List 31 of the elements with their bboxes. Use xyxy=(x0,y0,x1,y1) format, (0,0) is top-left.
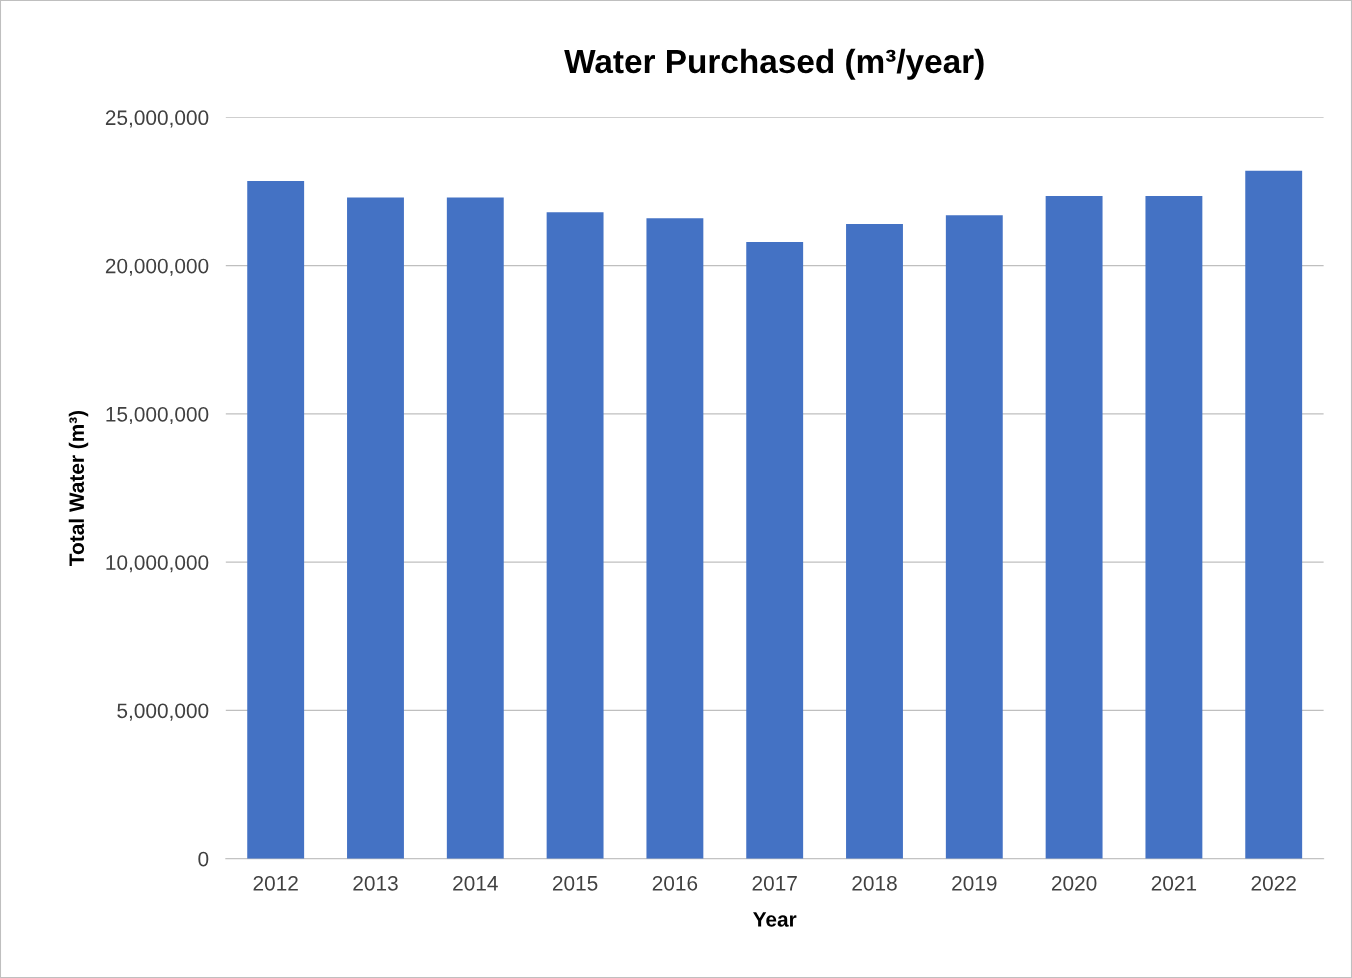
bar xyxy=(347,197,404,859)
x-tick-label: 2015 xyxy=(552,875,598,891)
x-tick-label: 2012 xyxy=(253,875,298,891)
x-tick-label: 2014 xyxy=(453,875,498,891)
x-tick-label: 2021 xyxy=(1151,875,1197,891)
y-tick-label: 15,000,000 xyxy=(106,406,209,425)
bar xyxy=(646,218,704,859)
y-tick-label: 5,000,000 xyxy=(117,703,209,721)
x-tick-label: 2017 xyxy=(752,875,797,891)
x-axis-title: Year xyxy=(753,912,797,927)
bar xyxy=(446,197,504,859)
x-tick-label: 2013 xyxy=(353,875,398,891)
y-tick-label: 25,000,000 xyxy=(105,110,209,128)
x-tick-label: 2018 xyxy=(852,875,897,891)
y-tick-label: 10,000,000 xyxy=(106,555,209,573)
bar xyxy=(1045,195,1103,859)
y-axis-title: Total Water (m³) xyxy=(68,410,89,566)
bar xyxy=(1245,170,1303,859)
bar xyxy=(746,241,804,859)
bar xyxy=(247,181,305,859)
x-tick-label: 2016 xyxy=(652,875,698,891)
bar xyxy=(945,215,1003,859)
chart-title: Water Purchased (m³/year) xyxy=(564,48,984,80)
bar xyxy=(1145,195,1203,859)
bar xyxy=(846,224,903,859)
x-tick-label: 2019 xyxy=(952,875,997,891)
bar xyxy=(546,212,604,859)
x-tick-label: 2020 xyxy=(1051,875,1097,891)
x-tick-label: 2022 xyxy=(1251,875,1296,891)
y-tick-label: 0 xyxy=(198,851,209,867)
y-tick-label: 20,000,000 xyxy=(105,258,209,276)
